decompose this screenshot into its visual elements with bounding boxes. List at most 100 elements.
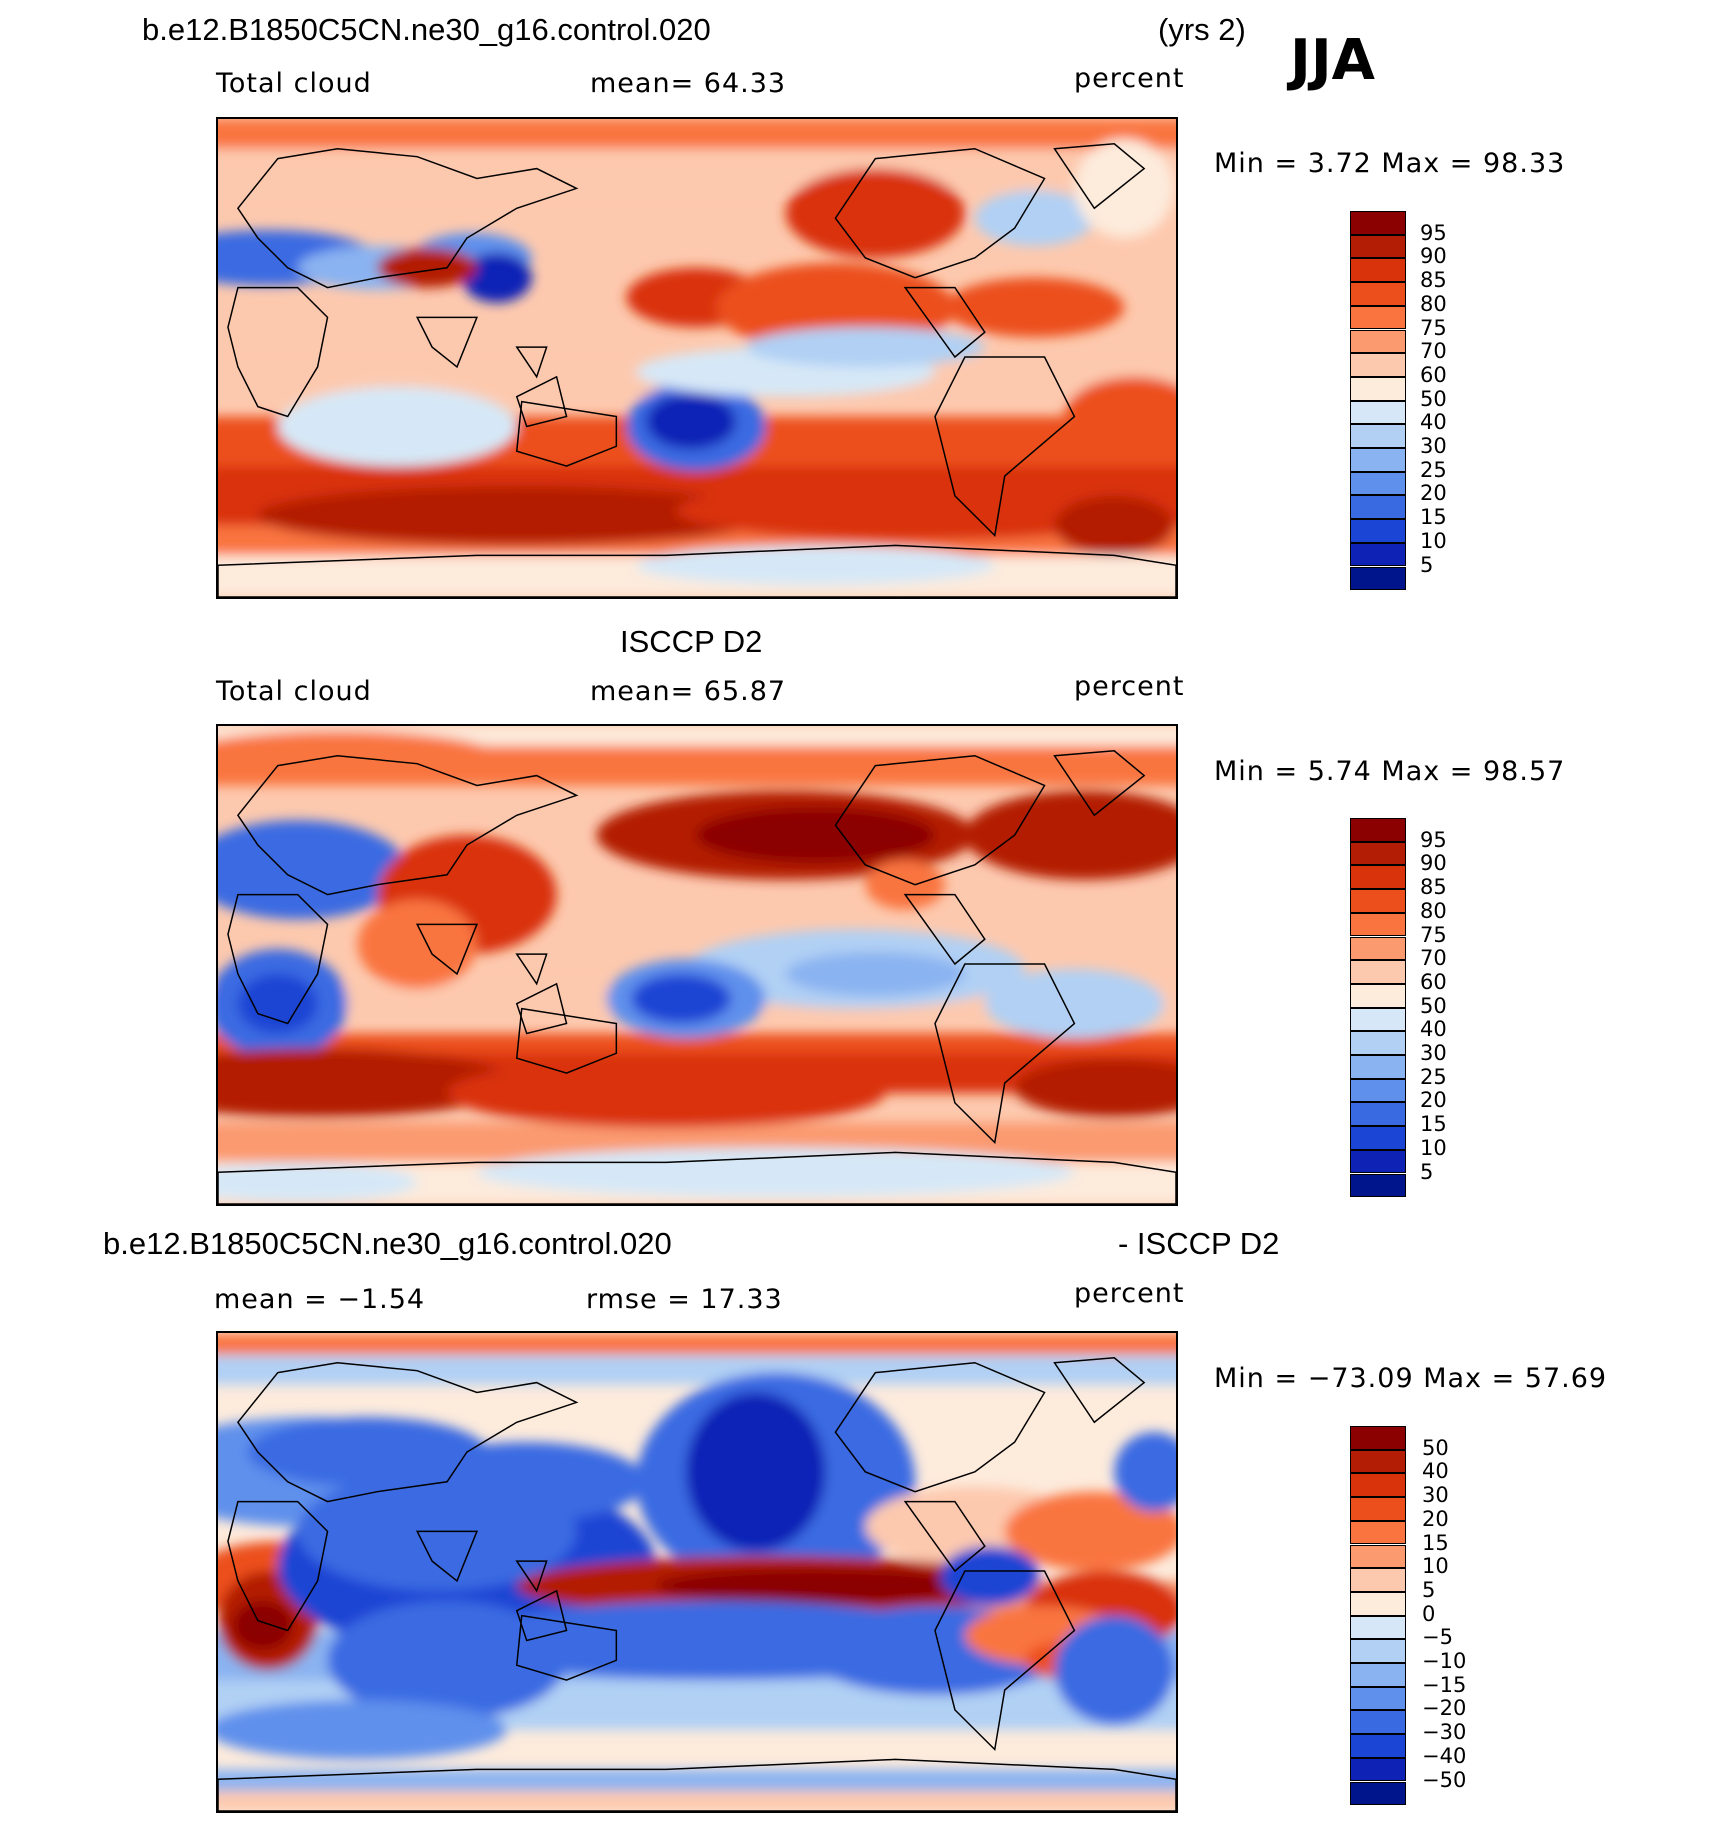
panel2-mean: mean= 65.87 xyxy=(590,676,787,707)
coastline xyxy=(218,544,1176,597)
panel3-units: percent xyxy=(1074,1278,1185,1309)
coastline xyxy=(515,1589,568,1642)
colorbar-swatch xyxy=(1350,936,1406,961)
field-blob xyxy=(357,899,477,989)
colorbar-label: 15 xyxy=(1420,505,1447,530)
field-blob xyxy=(944,277,1125,338)
panel1-variable: Total cloud xyxy=(216,68,372,99)
colorbar-swatch xyxy=(1350,1520,1406,1545)
panel2-title: ISCCP D2 xyxy=(620,624,763,659)
colorbar-label: 50 xyxy=(1420,386,1447,411)
colorbar-swatch xyxy=(1350,1615,1406,1640)
colorbar-swatch xyxy=(1350,865,1406,890)
field-blob xyxy=(636,545,995,586)
colorbar-swatch xyxy=(1350,1757,1406,1782)
colorbar-swatch xyxy=(1350,1078,1406,1103)
colorbar-label: −10 xyxy=(1422,1649,1467,1673)
panel2-variable: Total cloud xyxy=(216,676,372,707)
field-blob xyxy=(1064,376,1176,457)
field-band xyxy=(218,1354,1176,1385)
coastline xyxy=(236,755,579,896)
colorbar-swatch xyxy=(1350,841,1406,866)
colorbar-label: 5 xyxy=(1420,552,1434,577)
coastline xyxy=(227,286,329,418)
colorbar-label: 30 xyxy=(1420,1041,1447,1065)
coastline xyxy=(236,1362,579,1503)
colorbar-label: 95 xyxy=(1420,220,1447,245)
colorbar-swatch xyxy=(1350,1781,1406,1806)
colorbar-label: 40 xyxy=(1420,410,1447,435)
colorbar-label: 15 xyxy=(1422,1530,1449,1555)
panel1-minmax: Min = 3.72 Max = 98.33 xyxy=(1214,148,1566,179)
colorbar-label: 60 xyxy=(1420,969,1447,994)
colorbar-swatch xyxy=(1350,1149,1406,1174)
field-blob xyxy=(461,252,532,303)
panel3-mean: mean = −1.54 xyxy=(214,1284,426,1315)
colorbar-swatch xyxy=(1350,889,1406,913)
years-label: (yrs 2) xyxy=(1158,12,1246,47)
colorbar-swatch xyxy=(1350,1663,1406,1687)
colorbar-label: 10 xyxy=(1422,1554,1449,1579)
coastline xyxy=(227,1500,329,1632)
field-blob xyxy=(865,859,945,910)
panel1-map xyxy=(216,117,1178,599)
field-blob xyxy=(686,1392,826,1552)
colorbar-swatch xyxy=(1350,211,1406,235)
field-blob xyxy=(1074,138,1175,239)
field-blob xyxy=(232,1600,293,1651)
panel3-rmse: rmse = 17.33 xyxy=(586,1284,783,1315)
panel2-field xyxy=(218,726,1176,1204)
colorbar-swatch xyxy=(1350,1639,1406,1663)
colorbar-label: 85 xyxy=(1420,875,1447,900)
colorbar-swatch xyxy=(1350,1591,1406,1616)
colorbar-label: −40 xyxy=(1422,1743,1467,1768)
colorbar-swatch xyxy=(1350,282,1406,306)
colorbar-label: −50 xyxy=(1422,1767,1467,1792)
colorbar-swatch xyxy=(1350,1710,1406,1735)
coastline xyxy=(236,148,579,289)
colorbar-label: 40 xyxy=(1420,1017,1447,1042)
coastline xyxy=(1053,143,1146,210)
panel3-title-right: - ISCCP D2 xyxy=(1118,1226,1280,1261)
field-blob xyxy=(407,1442,647,1522)
coastline xyxy=(515,982,568,1035)
colorbar-label: 20 xyxy=(1420,481,1447,506)
colorbar-label: 90 xyxy=(1420,244,1447,269)
colorbar-swatch xyxy=(1350,1102,1406,1127)
coastline xyxy=(218,1758,1176,1811)
colorbar-label: 15 xyxy=(1420,1112,1447,1137)
colorbar-label: −15 xyxy=(1422,1672,1467,1697)
colorbar-swatch xyxy=(1350,471,1406,496)
colorbar-swatch xyxy=(1350,1126,1406,1150)
colorbar-label: 60 xyxy=(1420,362,1447,387)
coastline xyxy=(515,1560,548,1593)
field-blob xyxy=(696,807,936,863)
panel2-units: percent xyxy=(1074,671,1185,702)
coastline xyxy=(218,1151,1176,1204)
colorbar-swatch xyxy=(1350,1544,1406,1569)
field-band xyxy=(218,1333,1176,1355)
field-blob xyxy=(1054,495,1175,556)
colorbar-swatch xyxy=(1350,1055,1406,1079)
field-band xyxy=(218,1769,1176,1792)
colorbar-label: 50 xyxy=(1422,1435,1449,1460)
coastline xyxy=(934,963,1076,1145)
coastline xyxy=(515,400,618,467)
field-blob xyxy=(237,973,318,1034)
colorbar-swatch xyxy=(1350,542,1406,567)
colorbar-swatch xyxy=(1350,400,1406,425)
colorbar-swatch xyxy=(1350,983,1406,1008)
coastline xyxy=(415,1530,479,1583)
colorbar-label: −20 xyxy=(1422,1696,1467,1721)
colorbar-label: 40 xyxy=(1422,1459,1449,1484)
panel1-units: percent xyxy=(1074,63,1185,94)
season-label: JJA xyxy=(1290,28,1376,93)
colorbar-swatch xyxy=(1350,1426,1406,1450)
coastline xyxy=(227,893,329,1025)
panel3-title-left: b.e12.B1850C5CN.ne30_g16.control.020 xyxy=(103,1226,672,1261)
colorbar-label: 20 xyxy=(1420,1088,1447,1113)
field-blob xyxy=(476,1147,1075,1198)
colorbar-swatch xyxy=(1350,376,1406,401)
colorbar-label: 75 xyxy=(1420,922,1447,947)
coastline xyxy=(834,147,1046,279)
